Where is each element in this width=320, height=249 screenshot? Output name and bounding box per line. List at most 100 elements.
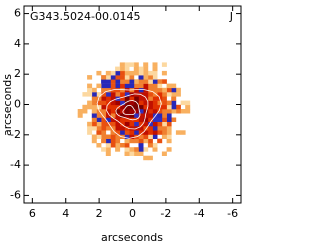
pixel [133, 79, 139, 84]
pixel [105, 121, 111, 127]
pixel [143, 109, 149, 114]
pixel [101, 104, 107, 110]
pixel [133, 66, 139, 72]
pixel [143, 79, 149, 84]
pixel [133, 109, 139, 114]
pixel [161, 134, 167, 139]
pixel [157, 126, 163, 131]
pixel [124, 75, 130, 80]
pixel [147, 134, 153, 139]
pixel [138, 83, 144, 89]
pixel [129, 113, 135, 118]
pixel [143, 96, 149, 101]
pixel [166, 126, 172, 131]
pixel [138, 113, 144, 118]
pixel [129, 104, 135, 110]
pixel [101, 79, 107, 84]
pixel [143, 75, 149, 80]
x-tick-label: 0 [129, 207, 136, 220]
pixel [101, 92, 107, 97]
pixel [138, 151, 144, 156]
pixel [152, 130, 158, 135]
pixel [110, 83, 116, 89]
pixel [119, 83, 125, 89]
pixel [101, 134, 107, 139]
x-tick-label: -4 [194, 207, 205, 220]
pixel [161, 117, 167, 122]
pixel [110, 143, 116, 148]
pixel [143, 83, 149, 89]
pixel [105, 109, 111, 114]
pixel [161, 62, 167, 67]
pixel [138, 134, 144, 139]
pixel [147, 126, 153, 131]
pixel [119, 62, 125, 67]
y-tick-label: 4 [14, 37, 21, 50]
pixel [147, 109, 153, 114]
pixel [91, 96, 97, 101]
pixel [105, 83, 111, 89]
pixel [129, 151, 135, 156]
pixel [77, 113, 83, 118]
pixel [124, 134, 130, 139]
pixel [147, 121, 153, 127]
pixel [152, 143, 158, 148]
pixel [152, 83, 158, 89]
pixel [157, 138, 163, 144]
pixel [143, 155, 149, 161]
pixel [105, 100, 111, 106]
pixel [166, 130, 172, 135]
pixel [119, 113, 125, 118]
pixel [96, 143, 102, 148]
pixel [185, 100, 191, 106]
pixel [180, 130, 186, 135]
pixel [110, 92, 116, 97]
y-axis-label: arcseconds [1, 74, 14, 136]
pixel [105, 79, 111, 84]
pixel [138, 87, 144, 93]
pixel [115, 147, 121, 152]
pixel [147, 113, 153, 118]
pixel [161, 92, 167, 97]
pixel [161, 79, 167, 84]
x-tick-label: 2 [96, 207, 103, 220]
pixel [115, 130, 121, 135]
pixel [105, 138, 111, 144]
pixel [147, 104, 153, 110]
pixel [147, 143, 153, 148]
pixel [129, 121, 135, 127]
pixel [152, 66, 158, 72]
pixel [129, 83, 135, 89]
pixel [101, 147, 107, 152]
pixel [96, 92, 102, 97]
pixel [157, 113, 163, 118]
pixel [87, 126, 93, 131]
pixel [143, 100, 149, 106]
pixel [110, 96, 116, 101]
pixel [110, 121, 116, 127]
pixel [129, 147, 135, 152]
pixel [138, 79, 144, 84]
pixel [171, 92, 177, 97]
pixel [152, 134, 158, 139]
pixel [105, 96, 111, 101]
pixel [105, 75, 111, 80]
pixel [124, 117, 130, 122]
pixel [138, 75, 144, 80]
pixel [119, 100, 125, 106]
pixel [124, 143, 130, 148]
pixel [110, 117, 116, 122]
pixel [152, 121, 158, 127]
pixel [180, 100, 186, 106]
pixel [157, 92, 163, 97]
pixel [115, 143, 121, 148]
pixel [87, 92, 93, 97]
pixel [105, 117, 111, 122]
pixel [129, 62, 135, 67]
pixel [143, 130, 149, 135]
pixel [166, 87, 172, 93]
pixel [96, 100, 102, 106]
pixel [124, 126, 130, 131]
pixel [115, 134, 121, 139]
pixel [166, 138, 172, 144]
